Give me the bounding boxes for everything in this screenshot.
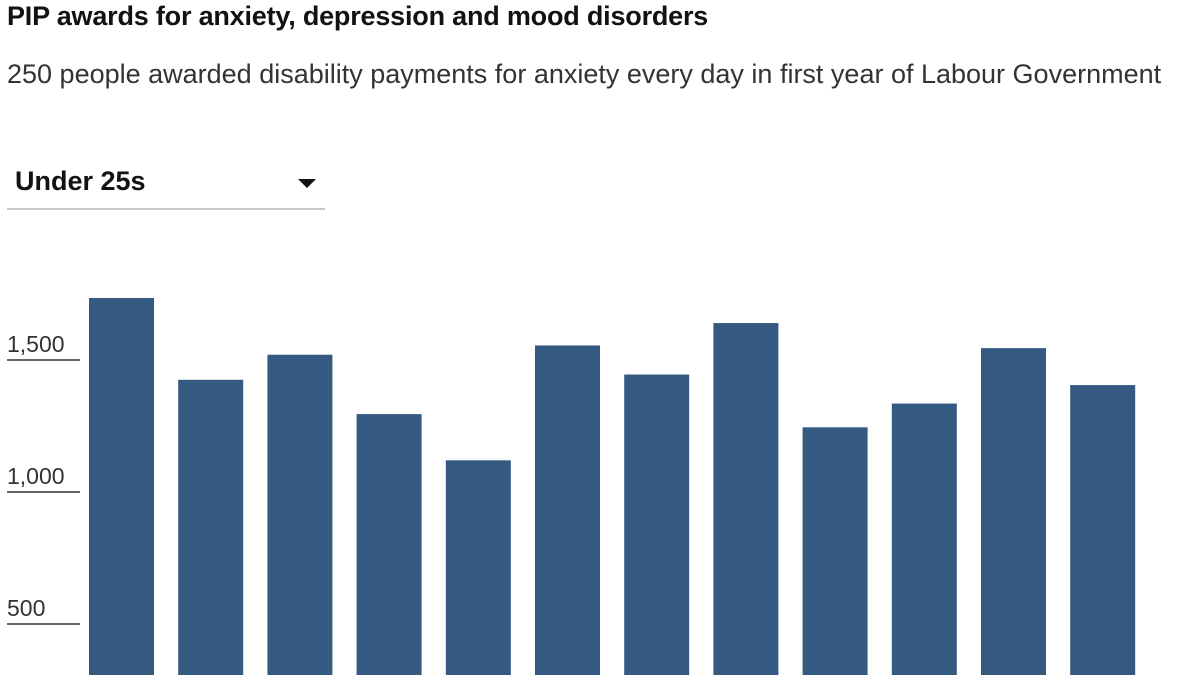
age-group-dropdown[interactable]: Under 25s (7, 162, 325, 210)
y-tick-label: 1,500 (7, 331, 65, 357)
bar[interactable] (535, 345, 600, 675)
bar[interactable] (981, 348, 1046, 675)
bar[interactable] (267, 354, 333, 675)
y-tick-label: 500 (7, 595, 45, 621)
bar[interactable] (356, 414, 422, 675)
bar[interactable] (1070, 385, 1136, 675)
bar[interactable] (891, 403, 957, 675)
y-tick-label: 1,000 (7, 463, 65, 489)
bar[interactable] (802, 427, 868, 675)
bar[interactable] (713, 323, 779, 675)
bar[interactable] (178, 379, 244, 675)
bar[interactable] (624, 374, 690, 675)
chart-subtitle: 250 people awarded disability payments f… (7, 59, 1162, 89)
bar[interactable] (89, 297, 154, 675)
caret-down-icon (298, 179, 316, 188)
dropdown-selected-value: Under 25s (15, 166, 146, 196)
bar[interactable] (445, 460, 511, 675)
chart-title: PIP awards for anxiety, depression and m… (7, 1, 709, 31)
